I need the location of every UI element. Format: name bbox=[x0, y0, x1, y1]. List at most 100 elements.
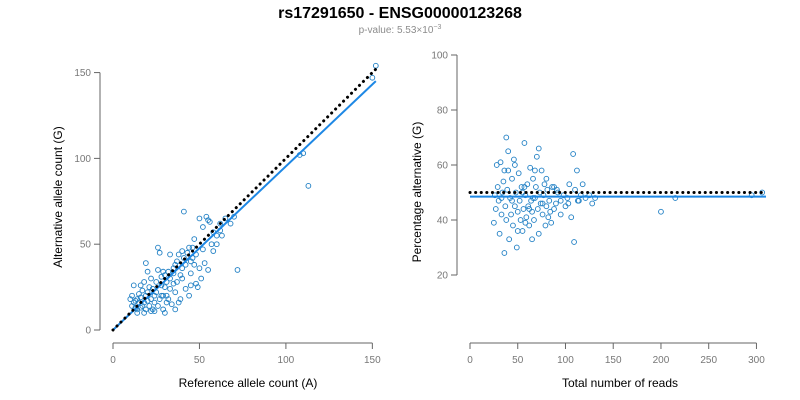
data-point bbox=[539, 200, 546, 207]
data-point bbox=[500, 178, 507, 185]
data-point bbox=[508, 211, 514, 218]
data-point bbox=[564, 195, 571, 201]
data-point bbox=[526, 222, 533, 229]
data-point bbox=[502, 203, 509, 210]
data-point bbox=[498, 211, 505, 218]
data-point bbox=[137, 304, 144, 311]
data-point bbox=[527, 164, 534, 171]
data-point bbox=[535, 230, 542, 237]
data-point bbox=[129, 303, 135, 309]
data-point bbox=[553, 200, 559, 207]
data-point bbox=[156, 249, 163, 256]
data-point bbox=[519, 228, 526, 234]
data-point bbox=[658, 208, 664, 215]
data-point bbox=[205, 217, 211, 224]
data-point bbox=[137, 294, 144, 301]
data-point bbox=[672, 195, 679, 201]
data-point bbox=[551, 206, 557, 212]
data-point bbox=[179, 275, 186, 282]
data-point bbox=[213, 241, 220, 248]
data-point bbox=[136, 291, 142, 297]
data-point bbox=[141, 309, 147, 316]
data-point bbox=[148, 296, 154, 302]
reference-line bbox=[111, 67, 378, 332]
data-point bbox=[305, 182, 312, 189]
scatter-panel-allele-counts: 0 50 100 150 0 50 100 150 Reference allele count… bbox=[51, 62, 381, 390]
data-point bbox=[523, 214, 530, 221]
data-point bbox=[518, 184, 525, 190]
data-point bbox=[134, 296, 141, 302]
data-point bbox=[143, 260, 149, 266]
data-point bbox=[208, 241, 215, 248]
y-tick-label: 40 bbox=[437, 216, 449, 227]
x-axis-label: Reference allele count (A) bbox=[179, 376, 318, 390]
y-tick-label: 50 bbox=[80, 240, 92, 251]
data-point bbox=[187, 270, 194, 277]
data-point bbox=[504, 186, 511, 193]
data-point bbox=[571, 239, 577, 245]
data-point bbox=[174, 258, 180, 265]
data-point bbox=[158, 273, 165, 280]
data-point bbox=[505, 148, 512, 155]
data-point bbox=[191, 236, 198, 242]
data-point bbox=[491, 219, 497, 226]
data-point bbox=[234, 267, 241, 273]
data-point bbox=[194, 284, 201, 290]
data-point bbox=[151, 299, 158, 306]
data-point bbox=[579, 181, 586, 188]
data-point bbox=[545, 214, 552, 221]
data-point bbox=[516, 197, 523, 204]
data-point bbox=[497, 159, 504, 166]
data-point bbox=[529, 236, 535, 243]
data-point bbox=[575, 197, 581, 204]
data-point bbox=[196, 215, 203, 222]
data-point bbox=[172, 289, 179, 296]
data-point bbox=[568, 214, 575, 221]
data-point bbox=[533, 184, 539, 190]
data-point bbox=[517, 217, 524, 223]
data-point bbox=[554, 186, 560, 193]
data-point bbox=[165, 296, 172, 302]
data-point bbox=[510, 222, 516, 229]
data-point bbox=[495, 197, 502, 204]
data-point bbox=[586, 192, 593, 199]
chart-subtitle: p-value: 5.53×10−3 bbox=[0, 24, 800, 36]
data-point bbox=[539, 211, 546, 218]
data-point bbox=[155, 267, 161, 273]
data-point bbox=[177, 296, 184, 302]
p-value-label: p-value: 5.53×10 bbox=[358, 25, 434, 36]
x-tick-label: 100 bbox=[278, 355, 295, 366]
data-point bbox=[570, 151, 576, 157]
data-point bbox=[139, 287, 146, 294]
data-point bbox=[496, 230, 503, 237]
data-point bbox=[203, 213, 210, 220]
data-point bbox=[505, 167, 512, 174]
data-point bbox=[531, 217, 537, 223]
data-point bbox=[532, 195, 538, 201]
y-tick-label: 100 bbox=[431, 51, 448, 62]
data-point bbox=[498, 195, 505, 201]
data-point bbox=[522, 219, 529, 226]
data-point bbox=[144, 268, 151, 275]
data-point bbox=[198, 275, 205, 282]
data-point bbox=[174, 279, 180, 285]
data-point bbox=[509, 197, 515, 204]
data-point bbox=[146, 303, 153, 309]
data-point bbox=[501, 167, 508, 174]
data-point bbox=[537, 200, 544, 207]
data-point bbox=[509, 175, 515, 182]
data-point bbox=[494, 184, 501, 190]
data-point bbox=[191, 261, 198, 268]
data-point bbox=[592, 195, 598, 201]
data-point bbox=[524, 181, 531, 188]
data-point bbox=[151, 308, 158, 314]
data-point bbox=[491, 192, 498, 199]
data-point bbox=[560, 192, 567, 199]
data-point bbox=[521, 184, 528, 190]
data-point bbox=[219, 232, 225, 239]
x-tick-label: 150 bbox=[364, 355, 381, 366]
data-point bbox=[530, 175, 536, 182]
data-point bbox=[562, 203, 569, 210]
data-point bbox=[177, 272, 184, 278]
data-point bbox=[148, 308, 154, 314]
